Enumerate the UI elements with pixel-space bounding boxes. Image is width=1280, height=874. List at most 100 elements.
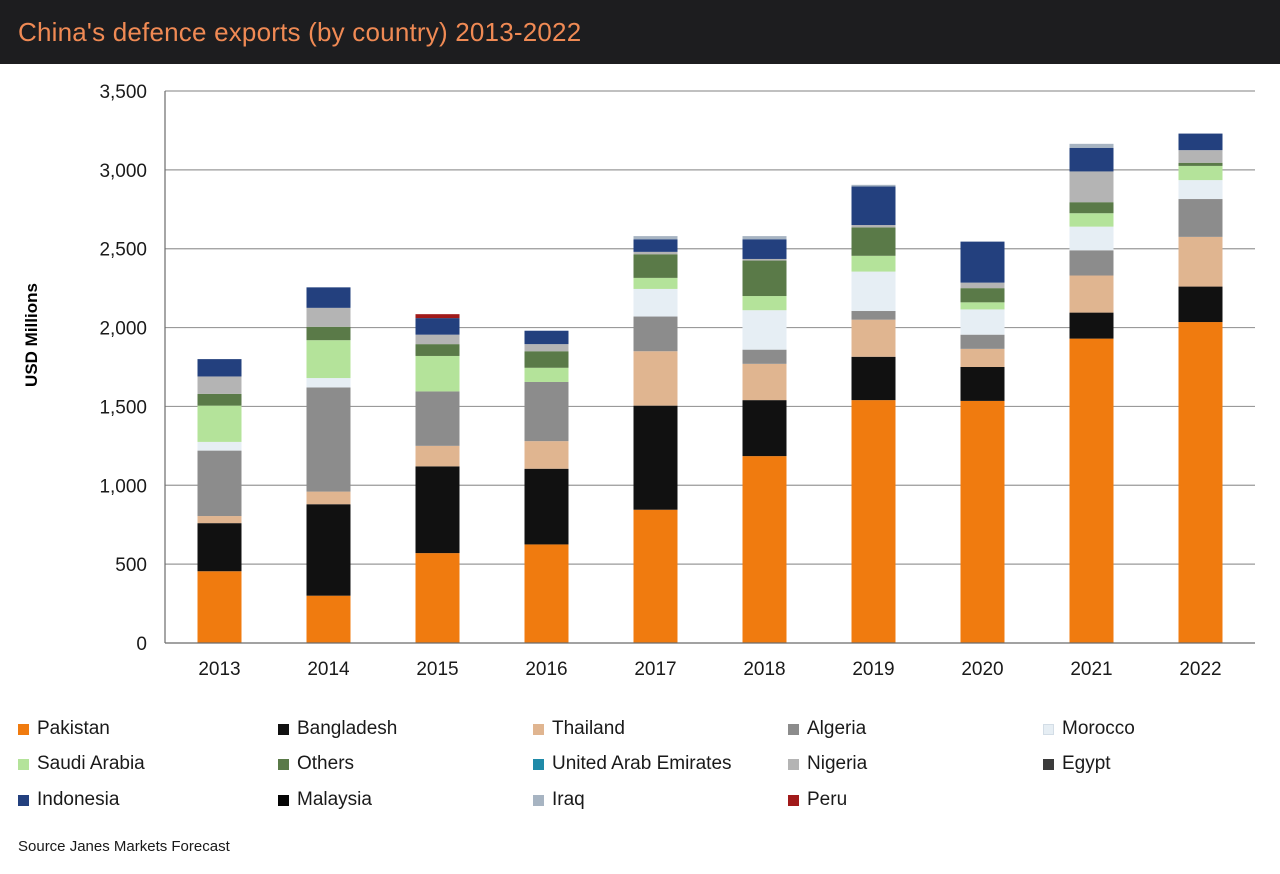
bar-segment	[960, 334, 1005, 349]
x-tick-label: 2015	[416, 659, 458, 680]
chart-title: China's defence exports (by country) 201…	[18, 17, 582, 47]
bar-segment	[851, 184, 896, 187]
legend-item: Saudi Arabia	[18, 751, 145, 777]
legend-item: Pakistan	[18, 716, 110, 742]
y-tick-label: 1,000	[99, 476, 147, 497]
bar-segment	[633, 351, 678, 406]
bar-segment	[960, 367, 1005, 401]
legend-item: Iraq	[533, 787, 585, 813]
bar-segment	[415, 466, 460, 554]
legend-label: Saudi Arabia	[37, 753, 145, 774]
bar-segment	[1069, 143, 1114, 148]
bar-segment	[524, 468, 569, 545]
legend-item: Peru	[788, 787, 847, 813]
bar-segment	[1069, 147, 1114, 172]
bar-segment	[306, 340, 351, 379]
legend-swatch	[18, 758, 29, 770]
bar-segment	[742, 258, 787, 261]
legend-item: Algeria	[788, 716, 866, 742]
bar-segment	[742, 400, 787, 457]
legend-swatch	[278, 794, 289, 806]
y-tick-label: 3,500	[99, 82, 147, 103]
y-tick-label: 1,500	[99, 397, 147, 418]
legend-item: Bangladesh	[278, 716, 397, 742]
x-tick-label: 2013	[198, 659, 240, 680]
y-tick-label: 3,000	[99, 161, 147, 182]
legend-label: Peru	[807, 789, 848, 810]
bar-segment	[306, 595, 351, 643]
legend-label: Iraq	[552, 789, 585, 810]
bar-segment	[633, 316, 678, 352]
bar-segment	[1178, 322, 1223, 643]
y-tick-label: 2,500	[99, 240, 147, 261]
source-note: Source Janes Markets Forecast	[18, 838, 230, 855]
bar-segment	[524, 381, 569, 442]
legend-swatch	[533, 723, 544, 735]
bar-segment	[851, 255, 896, 272]
bar-segment	[524, 441, 569, 469]
bar-segment	[1178, 180, 1223, 200]
x-tick-label: 2022	[1179, 659, 1221, 680]
legend-label: Morocco	[1062, 718, 1135, 739]
bar-segment	[1178, 236, 1223, 287]
bar-segment	[742, 296, 787, 311]
x-tick-label: 2017	[634, 659, 676, 680]
bar-segment	[851, 186, 896, 226]
bar-segment	[524, 351, 569, 368]
bar-segment	[306, 387, 351, 492]
legend-swatch	[18, 723, 29, 735]
bar-segment	[960, 282, 1005, 289]
legend-swatch	[533, 794, 544, 806]
bar-segment	[1069, 338, 1114, 643]
bar-segment	[1178, 150, 1223, 163]
title-bar: China's defence exports (by country) 201…	[0, 0, 1280, 64]
bar-segment	[742, 363, 787, 401]
bar-segment	[415, 314, 460, 319]
bar-segment	[524, 330, 569, 345]
bar-segment	[633, 236, 678, 240]
bar-segment	[851, 319, 896, 357]
legend-swatch	[788, 758, 799, 770]
bar-segment	[197, 516, 242, 524]
bar-segment	[1069, 275, 1114, 313]
legend-label: United Arab Emirates	[552, 753, 732, 774]
x-tick-label: 2020	[961, 659, 1003, 680]
bar-segment	[197, 393, 242, 406]
legend-item: United Arab Emirates	[533, 751, 732, 777]
bar-segment	[415, 318, 460, 335]
bar-segment	[1069, 171, 1114, 203]
legend-swatch	[788, 723, 799, 735]
legend-item: Nigeria	[788, 751, 867, 777]
bar-segment	[306, 378, 351, 388]
bar-segment	[1178, 165, 1223, 181]
legend-label: Bangladesh	[297, 718, 398, 739]
bar-segment	[742, 239, 787, 259]
bar-segment	[851, 227, 896, 256]
y-tick-label: 0	[136, 634, 147, 655]
bar-segment	[1069, 202, 1114, 214]
bar-segment	[306, 491, 351, 505]
legend-label: Others	[297, 753, 355, 774]
legend-item: Thailand	[533, 716, 625, 742]
x-tick-label: 2014	[307, 659, 350, 680]
legend-item: Others	[278, 751, 354, 777]
bar-segment	[197, 359, 242, 377]
legend-label: Egypt	[1062, 753, 1111, 774]
bar-segment	[742, 349, 787, 364]
bar-segment	[960, 241, 1005, 283]
bar-segment	[851, 311, 896, 320]
bar-segment	[851, 271, 896, 312]
tick-labels: 0 500 1,000 1,500 2,000 2,500 3,000 3,500 2013 20…	[99, 82, 1221, 680]
bar-segment	[633, 277, 678, 289]
legend-label: Nigeria	[807, 753, 868, 774]
legend-label: Algeria	[807, 718, 867, 739]
legend-label: Malaysia	[297, 789, 372, 810]
bar-segment	[960, 348, 1005, 367]
legend-swatch	[533, 758, 544, 770]
bar-segment	[197, 571, 242, 643]
bar-segment	[742, 236, 787, 240]
bar-segment	[306, 287, 351, 308]
x-tick-label: 2016	[525, 659, 567, 680]
bar-segment	[742, 260, 787, 297]
bar-segment	[851, 225, 896, 228]
